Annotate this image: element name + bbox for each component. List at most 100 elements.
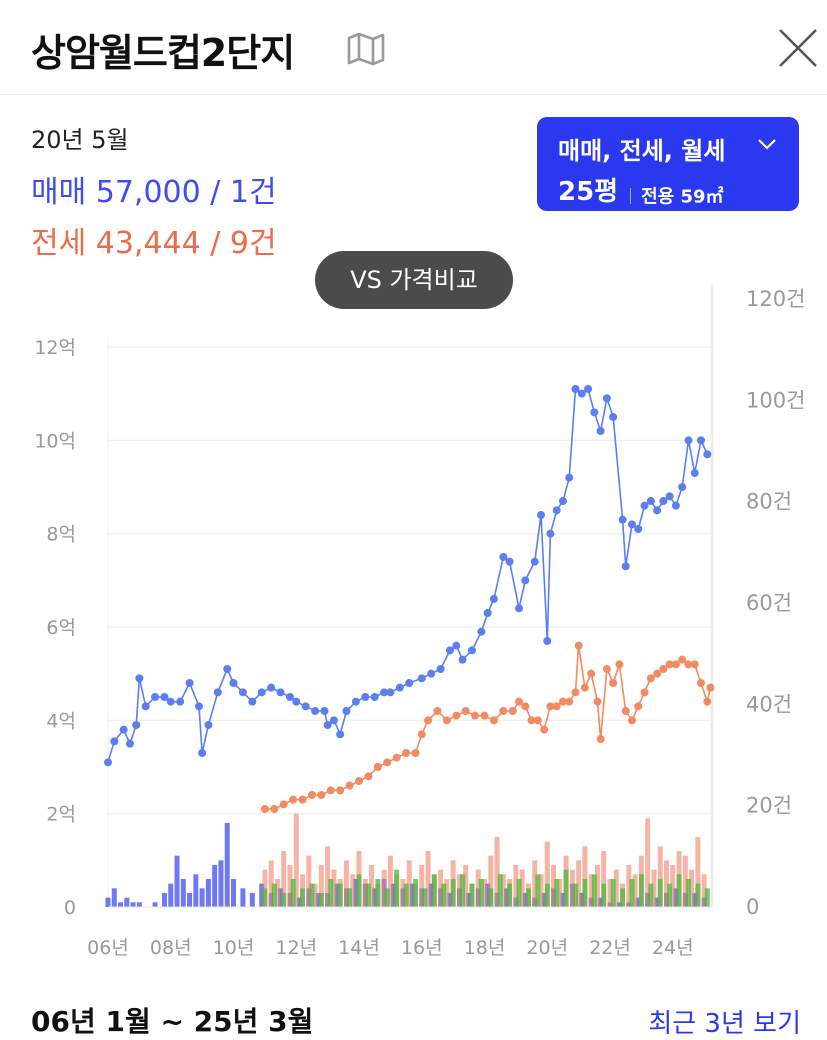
jeonse-price-point xyxy=(678,655,687,664)
close-icon[interactable] xyxy=(776,26,820,70)
rent-volume-bar xyxy=(638,874,644,907)
jeonse-volume-bar xyxy=(343,860,349,907)
jeonse-volume-bar xyxy=(318,865,324,907)
sale-price-point xyxy=(552,506,561,515)
rent-volume-bar xyxy=(685,879,691,907)
jeonse-volume-bar xyxy=(701,874,707,907)
rent-volume-bar xyxy=(375,879,381,907)
y-left-tick-label: 0 xyxy=(64,897,76,919)
rent-volume-bar xyxy=(290,879,296,907)
sale-price-point xyxy=(238,688,247,697)
y-left-tick-label: 8억 xyxy=(46,524,76,546)
jeonse-price-point xyxy=(540,725,549,734)
jeonse-price-line xyxy=(264,645,712,810)
rent-volume-bar xyxy=(695,883,701,907)
y-left-tick-label: 10억 xyxy=(34,430,76,452)
sale-volume-bar xyxy=(180,879,186,907)
jeonse-price-point xyxy=(665,660,674,669)
sale-volume-bar xyxy=(372,888,378,907)
jeonse-volume-bar xyxy=(626,865,632,907)
sale-volume-bar xyxy=(105,897,111,907)
sale-price-point xyxy=(678,483,687,491)
sale-price-point xyxy=(590,408,599,417)
jeonse-price-point xyxy=(587,669,596,678)
y-right-tick-label: 0 xyxy=(746,895,759,919)
sale-volume-bar xyxy=(334,883,340,907)
jeonse-price-point xyxy=(533,716,542,725)
sale-volume-bar xyxy=(259,883,265,907)
sale-price-point xyxy=(104,758,112,767)
rent-volume-bar xyxy=(676,874,682,907)
sale-price-point xyxy=(515,604,524,613)
jeonse-volume-bar xyxy=(601,851,607,907)
jeonse-volume-bar xyxy=(682,855,688,907)
sale-volume-bar xyxy=(466,893,472,907)
jeonse-price-point xyxy=(452,711,461,720)
sale-price-point xyxy=(452,641,461,650)
sale-price-point xyxy=(292,697,301,706)
sale-price-point xyxy=(565,473,574,482)
y-left-tick-label: 4억 xyxy=(46,710,76,732)
rent-volume-bar xyxy=(450,879,456,907)
sale-volume-bar xyxy=(124,897,130,907)
sale-price-point xyxy=(477,627,486,636)
y-left-tick-label: 12억 xyxy=(34,337,76,359)
y-right-tick-label: 100건 xyxy=(746,388,805,412)
selected-period: 20년 5월 xyxy=(31,126,129,154)
sale-price-point xyxy=(584,385,593,393)
sale-price-point xyxy=(267,683,276,692)
sale-volume-bar xyxy=(118,902,124,907)
rent-volume-bar xyxy=(469,883,475,907)
jeonse-price-point xyxy=(615,660,624,669)
sale-price-point xyxy=(248,697,257,706)
x-tick-label: 12년 xyxy=(275,937,317,959)
jeonse-volume-bar xyxy=(438,869,444,907)
jeonse-volume-bar xyxy=(576,860,582,907)
jeonse-volume-bar xyxy=(569,869,575,907)
rent-volume-bar xyxy=(620,888,626,907)
rent-volume-bar xyxy=(356,874,362,907)
sale-price-point xyxy=(690,469,699,477)
sale-price-point xyxy=(351,697,360,706)
jeonse-price-point xyxy=(527,716,536,725)
jeonse-volume-bar xyxy=(645,818,651,907)
rent-volume-bar xyxy=(657,879,663,907)
jeonse-volume-bar xyxy=(582,846,588,907)
sale-price-point xyxy=(160,693,169,701)
map-icon[interactable] xyxy=(346,32,386,66)
recent-3-years-link[interactable]: 최근 3년 보기 xyxy=(648,1009,801,1039)
vs-compare-button[interactable]: VS 가격비교 xyxy=(315,251,513,309)
rent-volume-bar xyxy=(516,879,522,907)
sale-volume-bar xyxy=(130,902,136,907)
jeonse-volume-bar xyxy=(312,883,318,907)
pyeong-label: 25평 xyxy=(558,177,619,207)
jeonse-price-point xyxy=(580,683,589,692)
jeonse-volume-bar xyxy=(695,837,701,907)
x-tick-label: 20년 xyxy=(526,937,568,959)
sale-price-point xyxy=(320,707,329,715)
sale-price-summary: 매매 57,000 / 1건 xyxy=(31,175,277,210)
jeonse-volume-bar xyxy=(607,879,613,907)
jeonse-volume-bar xyxy=(519,869,525,907)
sale-price-point xyxy=(417,674,426,683)
rent-volume-bar xyxy=(535,874,541,907)
jeonse-price-point xyxy=(411,749,420,757)
sale-price-point xyxy=(323,721,332,729)
sale-volume-bar xyxy=(218,860,224,907)
jeonse-price-point xyxy=(461,707,470,715)
size-row: 25평 전용 59㎡ xyxy=(558,171,724,209)
sale-volume-bar xyxy=(161,893,167,907)
jeonse-price-point xyxy=(593,697,602,706)
y-left-tick-label: 2억 xyxy=(46,804,76,826)
jeonse-price-point xyxy=(289,795,298,804)
sale-price-point xyxy=(489,595,498,603)
deal-type-filter-button[interactable]: 매매, 전세, 월세 25평 전용 59㎡ xyxy=(537,117,799,211)
price-chart[interactable]: 0 2억 4억 6억 8억 10억 12억 0 20건 40건 60건 80건 100건 120건 06년 0… xyxy=(0,285,827,975)
jeonse-volume-bar xyxy=(350,874,356,907)
sale-price-point xyxy=(198,749,207,757)
jeonse-volume-bar xyxy=(513,865,519,907)
rent-volume-bar xyxy=(441,883,447,907)
sale-volume-bar xyxy=(187,893,193,907)
jeonse-volume-bar xyxy=(287,865,293,907)
sale-price-point xyxy=(125,739,134,748)
